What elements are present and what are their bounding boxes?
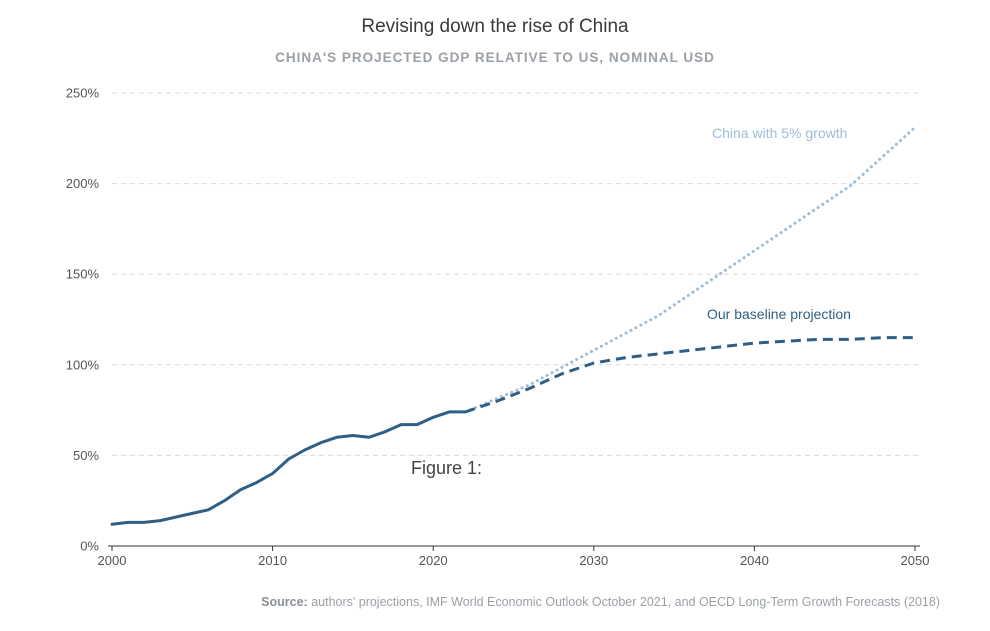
chart-subtitle: CHINA'S PROJECTED GDP RELATIVE TO US, NO… [275, 50, 715, 65]
x-tick-label: 2050 [901, 553, 930, 568]
y-tick-label: 50% [73, 448, 99, 463]
y-tick-label: 150% [66, 267, 100, 282]
y-tick-label: 100% [66, 357, 100, 372]
y-tick-label: 0% [80, 539, 99, 554]
grid-lines [112, 92, 920, 456]
series-line-historical [110, 410, 467, 526]
y-tick-label: 200% [66, 176, 100, 191]
x-tick-label: 2010 [258, 553, 287, 568]
source-label: Source: [261, 595, 308, 609]
series-label-baseline-projection: Our baseline projection [707, 306, 851, 322]
series-labels: China with 5% growth Our baseline project… [707, 125, 851, 322]
y-tick-label: 250% [66, 86, 100, 101]
source-note: Source: authors' projections, IMF World … [261, 595, 940, 609]
series-line-5pct-growth [463, 125, 917, 414]
source-text: authors' projections, IMF World Economic… [311, 595, 940, 609]
axes: 0% 50% 100% 150% 200% 250% 2000 2010 2020 2030 204… [66, 86, 930, 569]
chart-title: Revising down the rise of China [361, 16, 629, 37]
x-tick-label: 2030 [579, 553, 608, 568]
x-tick-label: 2020 [419, 553, 448, 568]
x-tick-label: 2000 [98, 553, 127, 568]
figure-caption: Figure 1: [411, 458, 483, 478]
x-tick-label: 2040 [740, 553, 769, 568]
series-line-baseline-projection [464, 336, 915, 414]
series-lines [110, 125, 917, 526]
series-label-5pct-growth: China with 5% growth [712, 125, 847, 141]
